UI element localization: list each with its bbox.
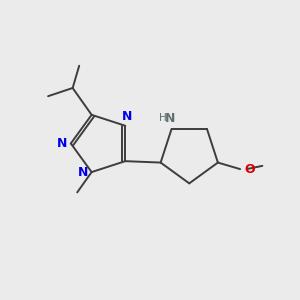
Text: O: O [244,163,255,176]
Text: N: N [165,112,175,125]
Text: N: N [57,137,68,150]
Text: N: N [122,110,132,123]
Text: N: N [78,166,88,178]
Text: H: H [158,113,166,123]
